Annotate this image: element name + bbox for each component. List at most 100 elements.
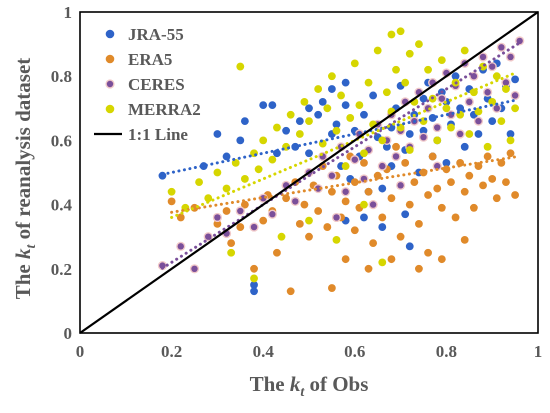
ceres-point xyxy=(493,105,500,112)
era5-point xyxy=(240,200,249,209)
merra2-point xyxy=(497,117,506,126)
merra2-point xyxy=(511,104,519,113)
era5-point xyxy=(460,236,469,244)
jra-55-point xyxy=(382,142,391,151)
merra2-point xyxy=(437,56,446,65)
legend-label-merra2: MERRA2 xyxy=(128,100,201,119)
merra2-point xyxy=(295,130,304,138)
merra2-point xyxy=(277,232,286,241)
legend: JRA-55 ERA5 CERES MERRA2 1:1 Line xyxy=(94,25,201,144)
merra2-point xyxy=(341,162,350,170)
merra2-point xyxy=(273,123,281,132)
era5-point xyxy=(273,248,281,257)
era5-point xyxy=(483,152,492,161)
era5-point xyxy=(460,187,469,196)
merra2-point xyxy=(332,236,341,244)
jra-55-point xyxy=(456,104,465,113)
y-tick-label: 0 xyxy=(64,324,73,343)
ceres-point xyxy=(333,214,340,221)
ceres-point xyxy=(269,211,276,218)
era5-point xyxy=(424,248,432,257)
ceres-point xyxy=(466,98,473,106)
merra2-point xyxy=(373,46,382,55)
merra2-point xyxy=(360,149,368,158)
jra-55-point xyxy=(268,101,277,109)
jra-55-point xyxy=(405,130,414,138)
era5-point xyxy=(502,178,510,187)
era5-point xyxy=(437,203,446,212)
merra2-point xyxy=(360,200,368,209)
era5-point xyxy=(437,255,446,264)
merra2-point xyxy=(382,88,391,97)
ceres-point xyxy=(392,153,400,160)
jra-55-point xyxy=(511,75,519,84)
ceres-point xyxy=(434,162,441,170)
merra2-point xyxy=(488,97,497,106)
ceres-point xyxy=(479,53,487,61)
merra2-point xyxy=(222,184,231,193)
era5-point xyxy=(396,232,405,241)
one-to-one-line xyxy=(79,11,539,334)
merra2-point xyxy=(328,72,336,81)
legend-marker-merra2 xyxy=(105,104,115,114)
y-tick-label: 0.2 xyxy=(51,260,72,279)
x-tick-label: 0 xyxy=(76,342,85,361)
ceres-point xyxy=(475,117,482,125)
era5-point xyxy=(286,287,295,296)
merra2-point xyxy=(337,91,345,100)
merra2-point xyxy=(392,65,400,74)
ceres-point xyxy=(159,262,166,269)
y-axis-title: The kt of reanalysis dataset xyxy=(11,58,39,300)
merra2-point xyxy=(415,40,423,48)
merra2-point xyxy=(401,78,410,87)
jra-55-point xyxy=(474,130,483,138)
jra-55-point xyxy=(332,120,341,129)
ceres-point xyxy=(177,243,184,250)
era5-point xyxy=(506,149,515,158)
merra2-point xyxy=(300,97,309,106)
y-tick-label: 0.8 xyxy=(51,67,72,86)
era5-point xyxy=(511,191,519,199)
ceres-point xyxy=(438,95,446,102)
era5-point xyxy=(364,187,373,196)
jra-55-point xyxy=(360,110,368,119)
merra2-point xyxy=(254,165,263,174)
era5-point xyxy=(469,203,478,212)
jra-55-point xyxy=(282,126,290,135)
era5-point xyxy=(328,284,336,292)
legend-marker-jra-55 xyxy=(105,29,115,39)
merra2-point xyxy=(259,136,268,145)
ceres-point xyxy=(420,133,427,141)
data-points xyxy=(157,27,525,296)
merra2-point xyxy=(433,136,442,145)
merra2-point xyxy=(346,114,355,122)
ceres-point xyxy=(237,207,244,215)
ceres-trend-line xyxy=(160,41,522,270)
era5-point xyxy=(428,152,437,161)
era5-point xyxy=(415,219,423,228)
legend-marker-era5 xyxy=(105,54,115,64)
jra-55-point xyxy=(222,152,231,161)
jra-55-point xyxy=(318,97,327,106)
y-tick-label: 0.6 xyxy=(51,131,72,150)
merra2-point xyxy=(268,155,277,164)
merra2-point xyxy=(332,126,341,135)
merra2-point xyxy=(442,104,451,113)
merra2-point xyxy=(236,62,245,71)
era5-point xyxy=(373,171,382,180)
merra2-point xyxy=(213,168,222,177)
merra2-point xyxy=(305,216,313,225)
era5-point xyxy=(259,216,268,225)
jra-55-point xyxy=(378,223,387,231)
era5-point xyxy=(222,207,231,215)
merra2-point xyxy=(460,46,469,55)
era5-point xyxy=(328,187,336,196)
jra-55-point xyxy=(506,130,515,138)
tick-labels: 0 0.2 0.4 0.6 0.8 1 0 0.2 0.4 0.6 0.8 1 xyxy=(51,3,543,361)
era5-point xyxy=(497,158,506,167)
ceres-point xyxy=(191,265,198,272)
merra2-point xyxy=(204,194,213,203)
legend-label-ceres: CERES xyxy=(128,75,185,94)
merra2-point xyxy=(447,123,455,132)
ceres-point xyxy=(314,185,322,192)
